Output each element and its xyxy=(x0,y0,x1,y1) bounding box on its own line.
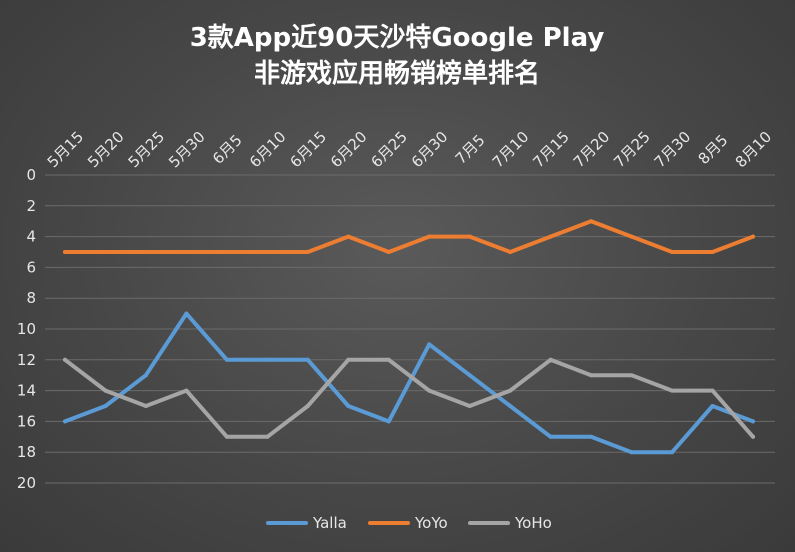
chart-title-line2: 非游戏应用畅销榜单排名 xyxy=(254,58,540,89)
data-point-yalla xyxy=(305,357,310,362)
data-point-yoho xyxy=(305,404,310,408)
data-point-yoho xyxy=(589,373,594,378)
data-point-yoyo xyxy=(305,250,310,254)
x-tick-label: 5月30 xyxy=(165,128,209,172)
data-point-yoyo xyxy=(670,250,675,254)
data-point-yalla xyxy=(508,404,513,408)
data-point-yoho xyxy=(508,388,513,393)
data-point-yoho xyxy=(427,388,432,393)
x-tick-label: 7月30 xyxy=(651,128,695,172)
x-tick-label: 5月20 xyxy=(84,128,128,172)
legend-label-yalla: Yalla xyxy=(312,514,347,532)
x-tick-label: 6月15 xyxy=(286,128,330,172)
legend-label-yoho: YoHo xyxy=(514,514,552,532)
data-point-yalla xyxy=(143,373,148,378)
legend-label-yoyo: YoYo xyxy=(414,514,448,532)
x-tick-label: 6月10 xyxy=(246,128,290,172)
data-point-yoyo xyxy=(548,234,553,239)
data-point-yoho xyxy=(184,388,189,393)
data-point-yoho xyxy=(265,434,270,439)
data-point-yalla xyxy=(427,342,432,347)
data-point-yoyo xyxy=(589,219,594,224)
chart-title-line1: 3款App近90天沙特Google Play xyxy=(190,22,605,53)
x-tick-label: 7月10 xyxy=(489,128,533,172)
y-tick-label: 0 xyxy=(26,166,36,184)
x-tick-label: 5月25 xyxy=(125,128,169,172)
x-tick-label: 6月30 xyxy=(408,128,452,172)
data-point-yalla xyxy=(629,450,634,455)
data-point-yalla xyxy=(224,357,229,362)
y-tick-label: 2 xyxy=(26,197,36,215)
data-point-yoyo xyxy=(467,234,472,239)
x-tick-label: 7月5 xyxy=(452,131,489,168)
y-tick-label: 6 xyxy=(26,258,36,276)
data-point-yalla xyxy=(386,419,391,424)
data-point-yoyo xyxy=(427,234,432,239)
data-point-yoho xyxy=(629,373,634,378)
data-point-yoyo xyxy=(143,250,148,254)
x-tick-label: 7月15 xyxy=(529,128,573,172)
data-point-yoho xyxy=(63,357,67,362)
series-line-yoho xyxy=(63,357,755,439)
data-point-yalla xyxy=(670,450,675,455)
data-point-yalla xyxy=(184,311,189,316)
data-point-yoyo xyxy=(184,250,189,254)
data-point-yoho xyxy=(548,357,553,362)
legend: Yalla YoYo YoHo xyxy=(266,514,552,532)
x-tick-label: 5月15 xyxy=(44,128,88,172)
data-point-yoyo xyxy=(508,250,513,254)
data-point-yoho xyxy=(386,357,391,362)
y-tick-label: 10 xyxy=(17,320,36,338)
data-point-yalla xyxy=(265,357,270,362)
data-point-yoyo xyxy=(63,250,67,254)
x-tick-label: 8月10 xyxy=(732,128,776,172)
y-tick-label: 16 xyxy=(17,412,36,430)
data-point-yalla xyxy=(467,373,472,378)
data-point-yoyo xyxy=(265,250,270,254)
data-point-yalla xyxy=(346,404,351,408)
x-tick-label: 8月5 xyxy=(695,131,732,168)
y-tick-label: 8 xyxy=(26,289,36,307)
data-point-yalla xyxy=(751,419,755,424)
data-point-yoho xyxy=(103,388,108,393)
gridlines xyxy=(45,174,775,484)
y-tick-label: 14 xyxy=(17,382,36,400)
y-tick-label: 12 xyxy=(17,351,36,369)
x-tick-label: 7月25 xyxy=(610,128,654,172)
series-line-yalla xyxy=(63,311,755,455)
data-point-yalla xyxy=(103,404,108,408)
x-tick-label: 6月5 xyxy=(209,131,246,168)
data-point-yoho xyxy=(710,388,715,393)
data-point-yoho xyxy=(670,388,675,393)
data-point-yoho xyxy=(346,357,351,362)
data-point-yoho xyxy=(224,434,229,439)
x-tick-label: 6月20 xyxy=(327,128,371,172)
data-point-yalla xyxy=(548,434,553,439)
data-point-yoyo xyxy=(346,234,351,239)
data-point-yoyo xyxy=(710,250,715,254)
data-point-yoho xyxy=(751,434,755,439)
data-point-yalla xyxy=(63,419,67,424)
data-point-yoyo xyxy=(751,234,755,239)
data-point-yoyo xyxy=(386,250,391,254)
x-tick-label: 7月20 xyxy=(570,128,614,172)
data-point-yalla xyxy=(710,404,715,408)
data-point-yoyo xyxy=(629,234,634,239)
series-line-yoyo xyxy=(63,219,755,254)
data-point-yoho xyxy=(143,404,148,408)
x-tick-label: 6月25 xyxy=(367,128,411,172)
data-point-yalla xyxy=(589,434,594,439)
data-point-yoyo xyxy=(224,250,229,254)
series-lines xyxy=(63,219,755,455)
y-tick-label: 4 xyxy=(26,228,36,246)
data-point-yoho xyxy=(467,404,472,408)
data-point-yoyo xyxy=(103,250,108,254)
y-tick-label: 20 xyxy=(17,474,36,492)
y-tick-label: 18 xyxy=(17,443,36,461)
y-axis-ticks: 0 2 4 6 8 10 12 14 16 18 20 xyxy=(17,166,36,492)
